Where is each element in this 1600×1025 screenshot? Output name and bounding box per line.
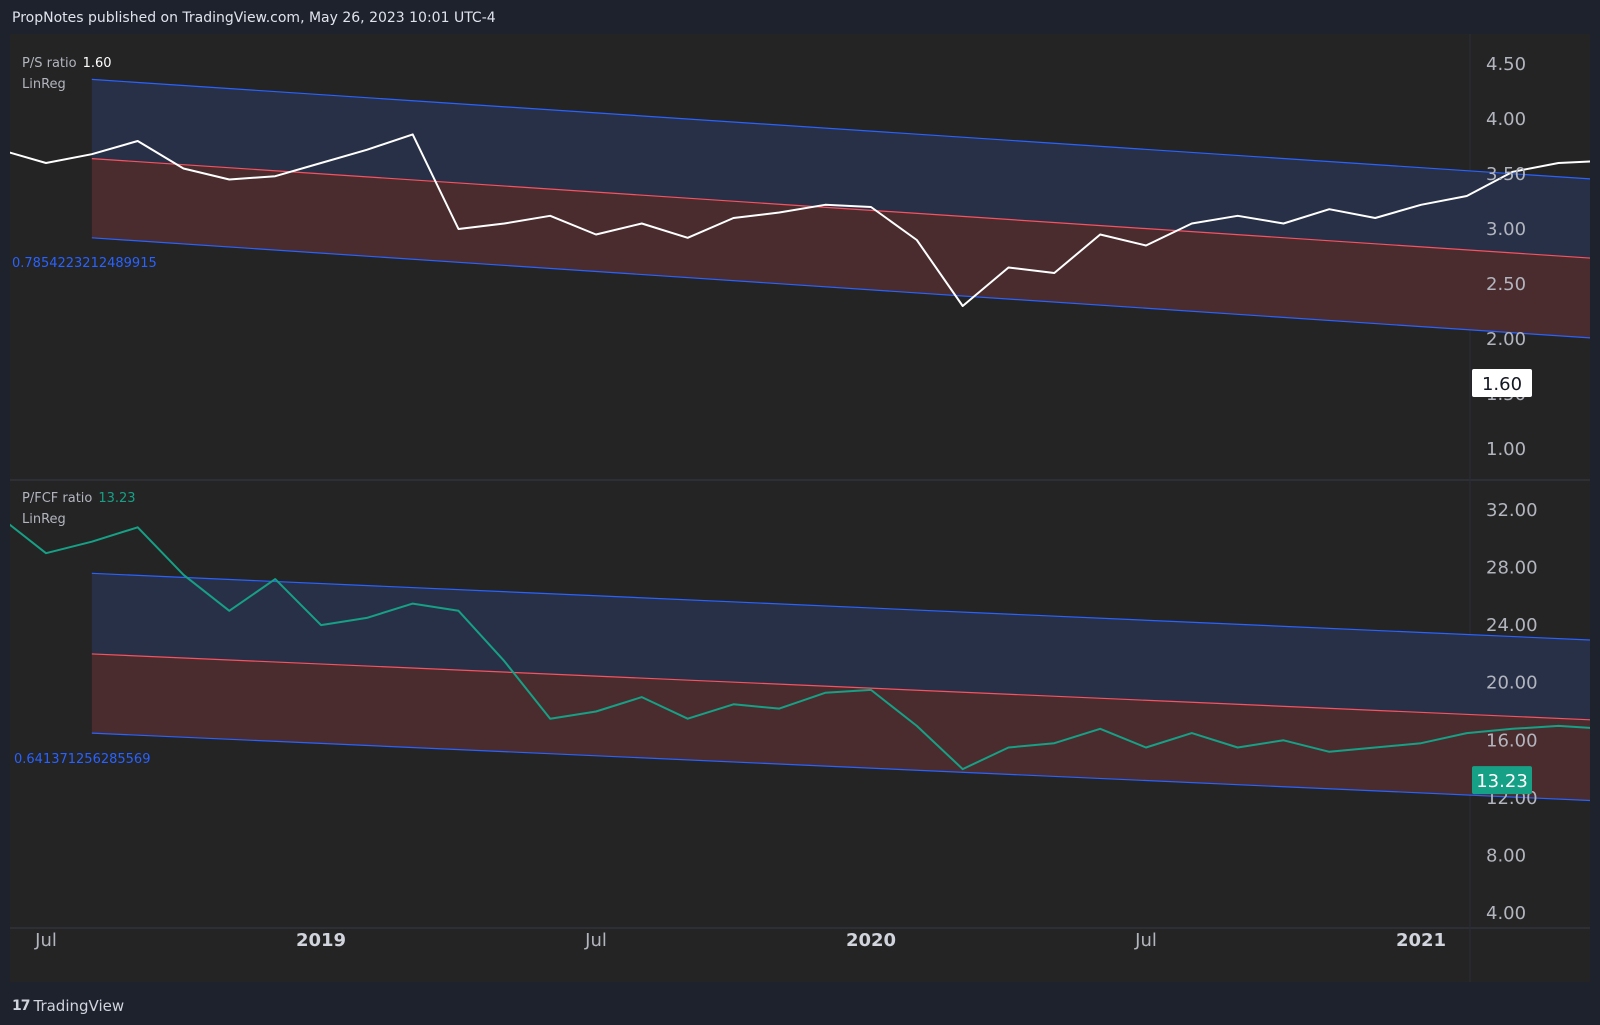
pfcf-pane-title: P/FCF ratio	[22, 491, 93, 506]
chart-frame[interactable]: 4.504.003.503.002.502.001.501.001.6032.0…	[10, 34, 1590, 982]
tradingview-brand: TradingView	[33, 997, 125, 1015]
ps-price-tick: 3.50	[1486, 164, 1526, 185]
pfcf-last-value-text: 13.23	[1476, 771, 1528, 792]
ps-price-tick: 1.00	[1486, 439, 1526, 460]
ps-series-line	[10, 133, 1590, 307]
pfcf-price-tick: 20.00	[1486, 673, 1538, 694]
pfcf-channel-lower-fill	[91, 653, 1590, 801]
ps-channel-lower-line	[91, 237, 1590, 339]
pfcf-price-tick: 4.00	[1486, 903, 1526, 924]
ps-channel-upper-line	[91, 78, 1590, 180]
pfcf-last-value-badge	[1472, 766, 1532, 795]
ps-channel-upper-fill	[91, 79, 1590, 259]
pfcf-channel-upper-line	[91, 572, 1590, 641]
pfcf-channel-lower-line	[91, 732, 1590, 802]
ps-channel-lower-fill	[91, 158, 1590, 338]
published-header: PropNotes published on TradingView.com, …	[12, 10, 496, 26]
ps-channel-midline	[91, 158, 1590, 259]
time-axis-label: 2020	[846, 930, 896, 951]
time-axis-label: Jul	[1134, 930, 1157, 951]
pfcf-channel-upper-fill	[91, 573, 1590, 720]
ps-price-tick: 4.00	[1486, 109, 1526, 130]
ps-linreg-label: LinReg	[22, 77, 66, 92]
pfcf-channel-midline	[91, 653, 1590, 721]
pfcf-price-tick: 24.00	[1486, 615, 1538, 636]
pfcf-pane-value: 13.23	[98, 491, 136, 506]
ps-price-tick: 2.50	[1486, 274, 1526, 295]
time-axis-label: Jul	[34, 930, 57, 951]
time-axis-label: 2019	[296, 930, 346, 951]
pfcf-price-tick: 16.00	[1486, 730, 1538, 751]
time-axis-label: Jul	[584, 930, 607, 951]
ps-price-tick: 3.00	[1486, 219, 1526, 240]
time-axis-label: 2021	[1396, 930, 1446, 951]
chart-canvas[interactable]: 4.504.003.503.002.502.001.501.001.6032.0…	[10, 34, 1590, 982]
ps-last-value-badge	[1472, 369, 1532, 397]
pfcf-price-tick: 28.00	[1486, 558, 1538, 579]
ps-last-value-text: 1.60	[1482, 374, 1522, 395]
pfcf-pane-group: 32.0028.0024.0020.0016.0012.008.004.0013…	[10, 500, 1590, 924]
ps-price-tick: 2.00	[1486, 329, 1526, 350]
ps-pane-group: 4.504.003.503.002.502.001.501.001.60	[10, 54, 1590, 460]
ps-pane-title: P/S ratio	[22, 56, 77, 71]
tradingview-logo-icon: 17	[12, 998, 31, 1014]
ps-price-tick: 4.50	[1486, 54, 1526, 75]
ps-linreg-coefficient: 0.7854223212489915	[12, 256, 157, 271]
pfcf-price-tick: 8.00	[1486, 845, 1526, 866]
tradingview-footer[interactable]: 17 TradingView	[12, 994, 124, 1018]
pfcf-series-line	[10, 523, 1590, 771]
pfcf-pane-legend: P/FCF ratio 13.23	[22, 491, 136, 506]
ps-pane-legend: P/S ratio 1.60	[22, 56, 112, 71]
pfcf-linreg-coefficient: 0.641371256285569	[14, 752, 151, 767]
pfcf-price-tick: 32.00	[1486, 500, 1538, 521]
ps-pane-value: 1.60	[82, 56, 112, 71]
pfcf-linreg-label: LinReg	[22, 512, 66, 527]
